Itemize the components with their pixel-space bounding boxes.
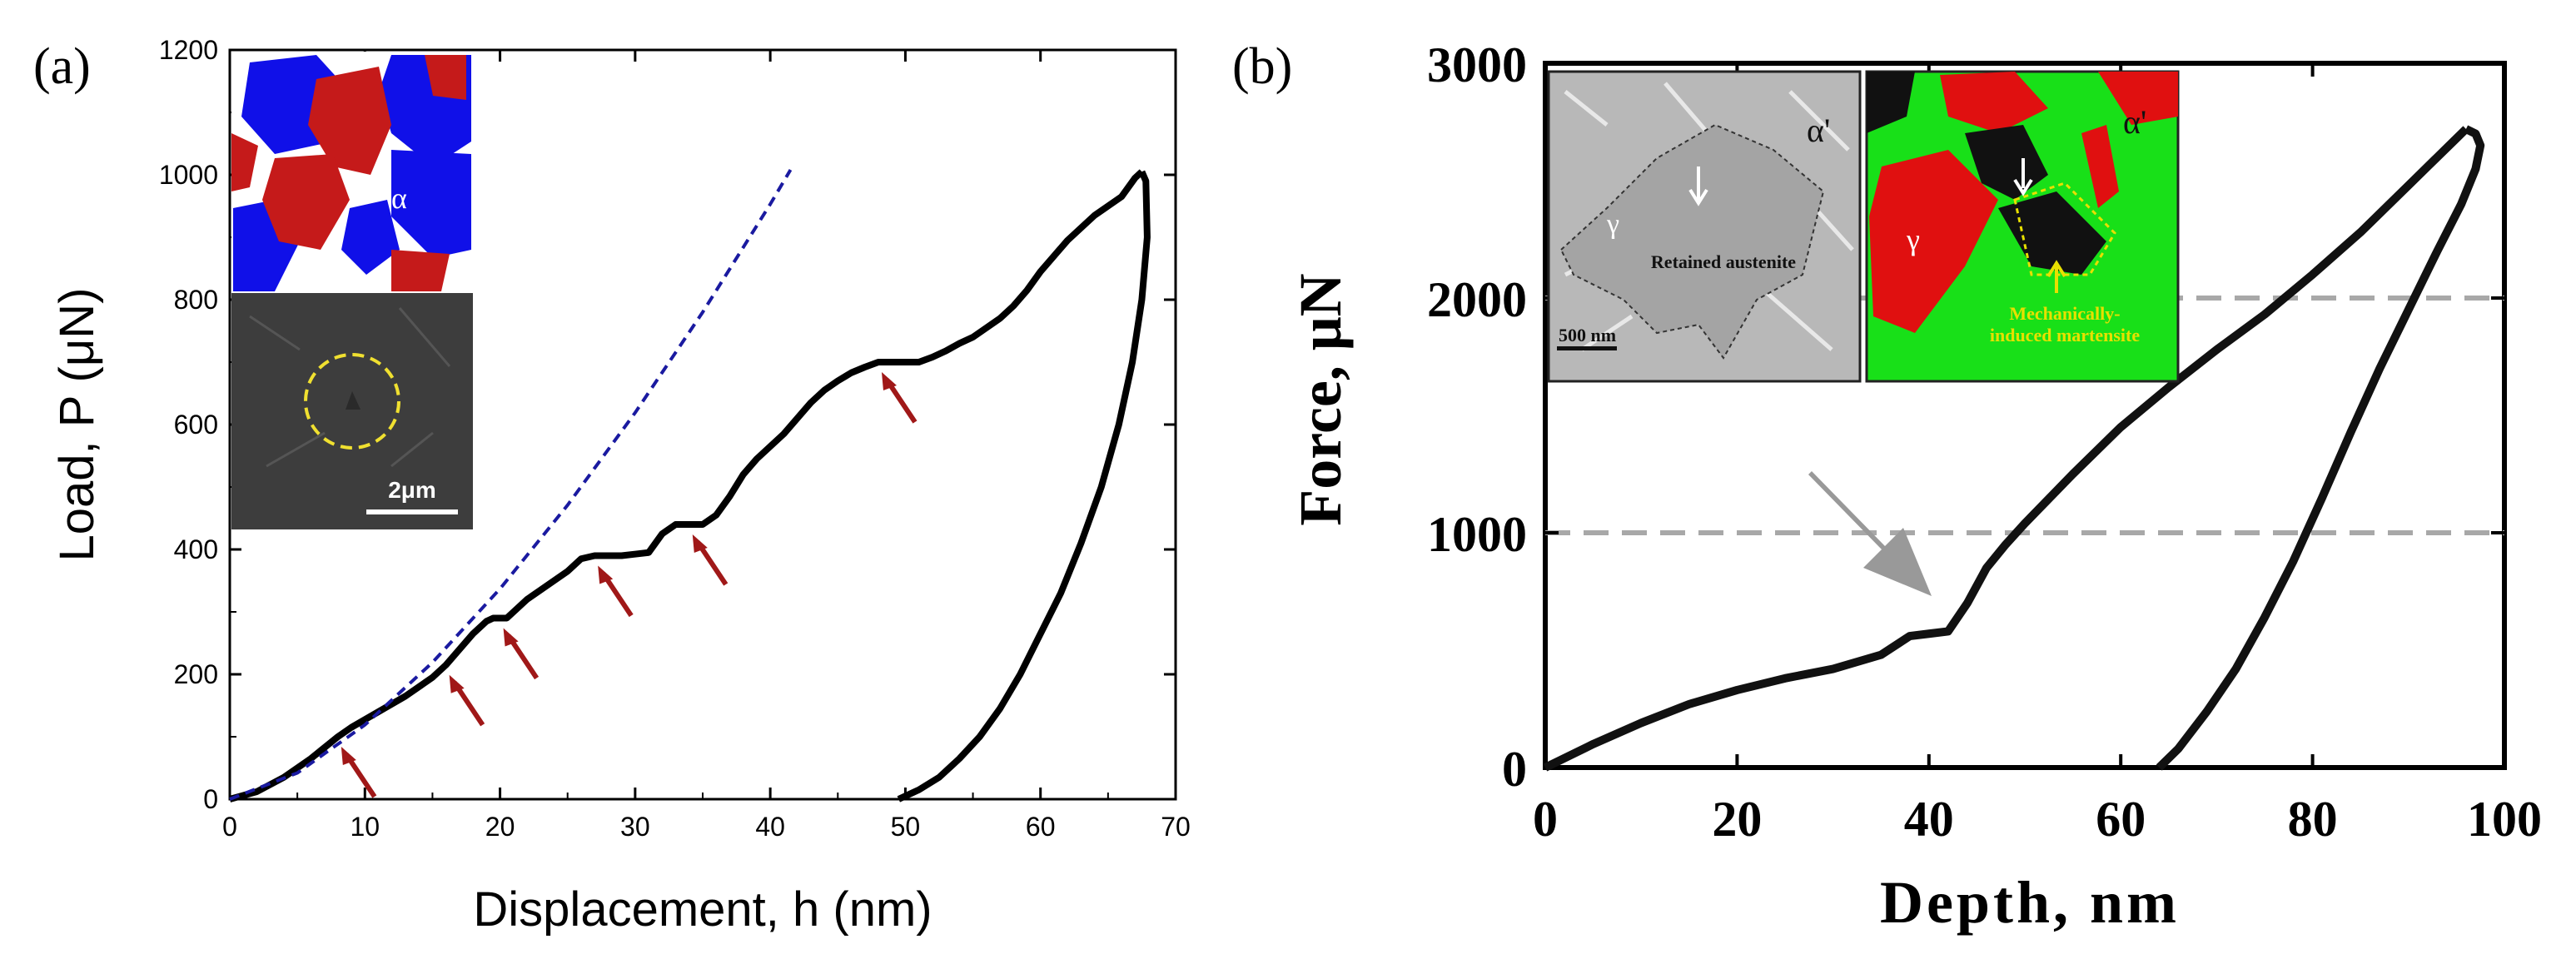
pop-in-arrowhead — [503, 628, 519, 647]
sem-scale-bar-label: 500 nm — [1559, 325, 1616, 345]
pop-in-arrowhead — [881, 372, 897, 390]
retained-austenite-label: Retained austenite — [1651, 251, 1796, 272]
y-tick-label: 0 — [203, 784, 218, 814]
x-tick-label: 10 — [350, 812, 380, 842]
panel-a-tick-labels: 0 10 20 30 40 50 60 70 0 200 400 600 800 1000 1200 — [159, 35, 1191, 842]
series-loading — [228, 169, 1145, 803]
panel-a-x-axis-label: Displacement, h (nm) — [473, 882, 932, 937]
panel-b-transition-arrow — [1808, 471, 1932, 596]
series-hertzian-fit — [229, 168, 793, 801]
martensite-label-line1: Mechanically- — [2009, 303, 2120, 324]
x-tick-label: 20 — [485, 812, 515, 842]
panel-b-sem-inset: α' γ Retained austenite 500 nm — [1547, 70, 1862, 383]
pop-in-arrowhead — [449, 674, 465, 693]
scale-bar-label: 2μm — [388, 477, 436, 503]
map-inset-alpha-label: α' — [2123, 103, 2146, 141]
panel-b-y-axis-label: Force, μN — [1287, 273, 1354, 525]
indent-marker-circle — [304, 353, 400, 450]
panel-b-x-axis-label: Depth, nm — [1880, 869, 2180, 936]
x-tick-label: 40 — [755, 812, 785, 842]
y-tick-label: 1200 — [159, 35, 218, 65]
sem-inset-alpha-label: α' — [1807, 112, 1830, 149]
panel-a-sem-inset: 2μm — [231, 293, 473, 529]
sem-inset-gamma-label: γ — [1606, 209, 1619, 240]
map-inset-gamma-label: γ — [1906, 223, 1920, 256]
panel-a-y-axis-label: Load, P (μN) — [50, 288, 104, 562]
panel-b-label: (b) — [1232, 38, 1292, 95]
series-loading — [1543, 126, 2469, 772]
sem-scale-bar — [1557, 346, 1617, 350]
y-tick-label: 2000 — [1427, 272, 1527, 327]
y-tick-label: 0 — [1502, 742, 1527, 797]
pop-in-arrowhead — [692, 534, 708, 553]
martensite-label-line2: induced martensite — [1990, 325, 2141, 345]
x-tick-label: 50 — [891, 812, 921, 842]
pop-in-arrowhead — [341, 747, 356, 765]
y-tick-label: 600 — [174, 410, 218, 440]
y-tick-label: 800 — [174, 285, 218, 315]
series-unloading — [897, 170, 1151, 803]
x-tick-label: 0 — [1533, 792, 1558, 847]
x-tick-label: 40 — [1904, 792, 1954, 847]
x-tick-label: 100 — [2467, 792, 2542, 847]
y-tick-label: 3000 — [1427, 37, 1527, 92]
panel-a-series — [228, 168, 1151, 803]
x-tick-label: 30 — [620, 812, 650, 842]
panel-a-phase-map-inset: α — [231, 52, 473, 293]
scale-bar — [366, 509, 458, 514]
panel-b-phase-map-inset: α' γ Mechanically- induced martensite — [1865, 70, 2180, 383]
x-tick-label: 0 — [222, 812, 237, 842]
pop-in-arrowhead — [598, 565, 614, 584]
y-tick-label: 200 — [174, 659, 218, 689]
panel-a-arrows — [341, 372, 918, 798]
x-tick-label: 70 — [1161, 812, 1191, 842]
x-tick-label: 20 — [1712, 792, 1762, 847]
y-tick-label: 400 — [174, 534, 218, 564]
y-tick-label: 1000 — [1427, 507, 1527, 562]
x-tick-label: 80 — [2288, 792, 2338, 847]
panel-a-label: (a) — [33, 38, 91, 95]
y-tick-label: 1000 — [159, 160, 218, 190]
panel-b-plot-frame — [1543, 61, 2507, 770]
x-tick-label: 60 — [2096, 792, 2146, 847]
x-tick-label: 60 — [1026, 812, 1056, 842]
inset-alpha-label: α — [391, 181, 407, 215]
panel-b-series — [1543, 125, 2485, 772]
series-unloading — [2156, 125, 2485, 771]
